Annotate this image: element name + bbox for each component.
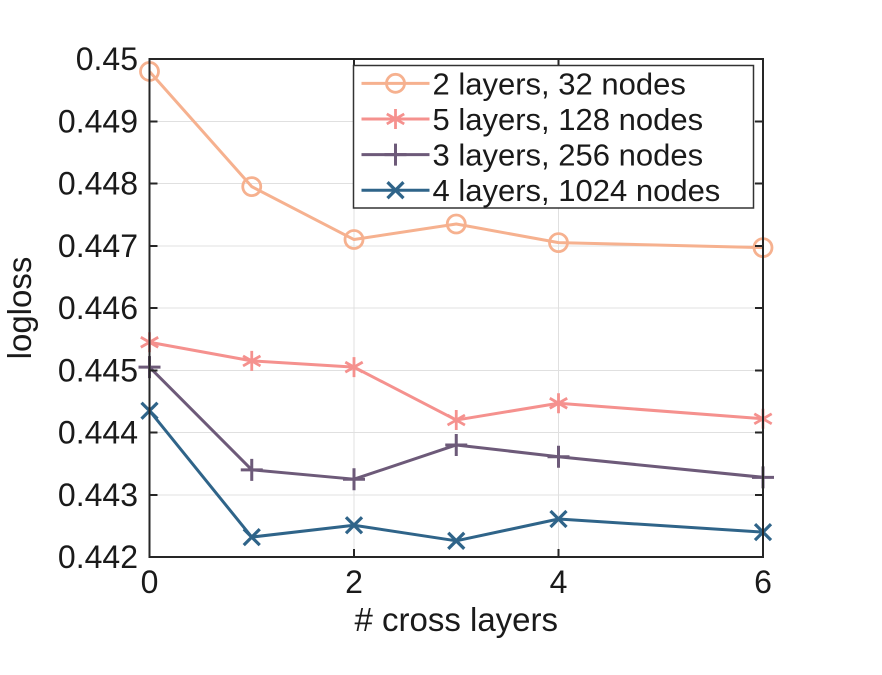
y-axis-label: logloss xyxy=(1,257,38,360)
plus-marker xyxy=(445,433,468,456)
legend-label: 5 layers, 128 nodes xyxy=(433,102,704,137)
y-tick-label: 0.447 xyxy=(58,228,138,264)
x-tick-label: 0 xyxy=(141,564,159,600)
legend-label: 4 layers, 1024 nodes xyxy=(433,173,721,208)
asterisk-marker xyxy=(242,350,262,371)
asterisk-marker xyxy=(386,108,405,129)
y-tick-label: 0.448 xyxy=(58,166,138,202)
x-axis-label: # cross layers xyxy=(354,601,558,638)
x-tick-label: 2 xyxy=(345,564,363,600)
circle-marker xyxy=(343,229,365,250)
circle-marker xyxy=(548,232,569,254)
plus-marker xyxy=(343,468,365,491)
y-tick-label: 0.443 xyxy=(58,477,138,513)
x-marker xyxy=(386,181,405,200)
asterisk-marker xyxy=(446,410,466,431)
series-line xyxy=(148,70,764,250)
circle-marker xyxy=(241,176,263,198)
x-marker xyxy=(344,516,364,535)
x-marker xyxy=(242,527,261,547)
asterisk-marker xyxy=(344,357,364,378)
x-tick-label: 6 xyxy=(754,564,772,600)
legend-box xyxy=(352,64,755,209)
y-tick-label: 0.445 xyxy=(58,352,138,388)
legend-item: 2 layers, 32 nodes xyxy=(361,66,686,101)
y-tick-label: 0.442 xyxy=(58,539,138,575)
legend-label: 3 layers, 256 nodes xyxy=(433,138,704,173)
x-marker xyxy=(549,509,568,529)
plus-marker xyxy=(384,143,407,166)
circle-marker xyxy=(385,72,406,94)
legend-item: 4 layers, 1024 nodes xyxy=(361,173,721,208)
series-line xyxy=(148,366,764,481)
y-tick-label: 0.449 xyxy=(58,103,138,139)
x-marker xyxy=(447,531,466,550)
y-tick-label: 0.446 xyxy=(58,290,138,326)
y-tick-label: 0.45 xyxy=(76,41,138,77)
series-3-layers-256-nodes xyxy=(138,356,774,491)
legend-item: 3 layers, 256 nodes xyxy=(361,138,704,173)
legend-item: 5 layers, 128 nodes xyxy=(361,102,704,137)
y-tick-label: 0.444 xyxy=(58,415,138,451)
series-4-layers-1024-nodes xyxy=(140,401,773,550)
x-tick-label: 4 xyxy=(550,564,568,600)
series-line xyxy=(149,340,764,422)
circle-marker xyxy=(445,213,467,235)
series-line xyxy=(148,409,764,543)
plus-marker xyxy=(547,445,570,468)
asterisk-marker xyxy=(549,393,568,414)
plus-marker xyxy=(240,458,263,481)
legend-label: 2 layers, 32 nodes xyxy=(433,66,686,101)
